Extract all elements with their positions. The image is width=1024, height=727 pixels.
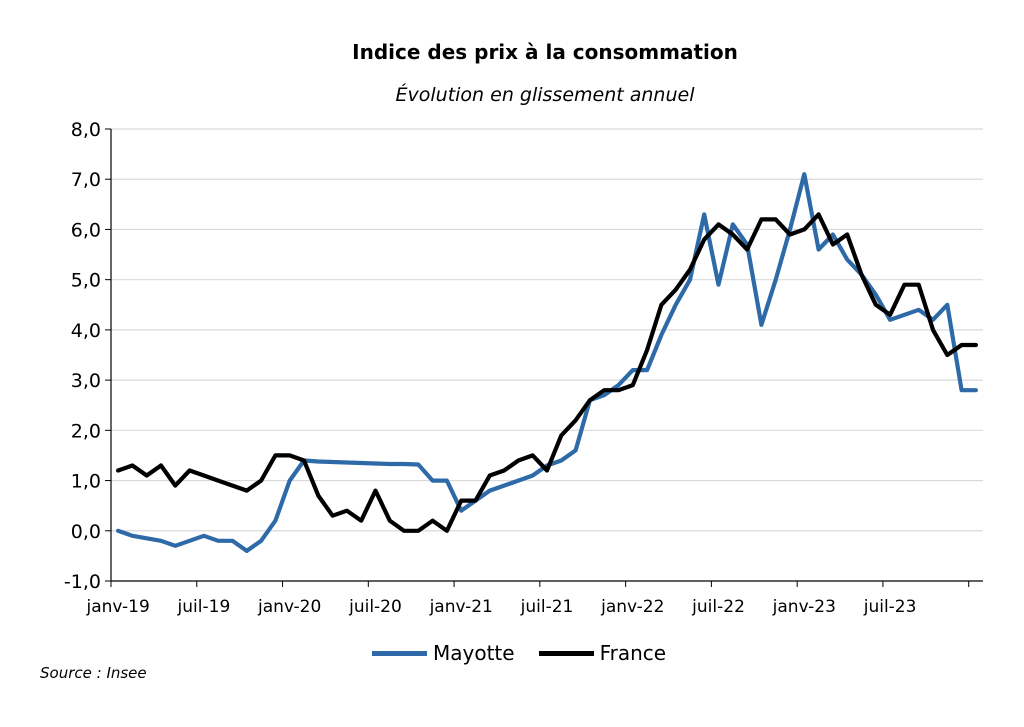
legend: Mayotte France bbox=[372, 641, 690, 665]
y-tick-label: 5,0 bbox=[71, 270, 101, 292]
y-tick-label: 0,0 bbox=[71, 521, 101, 543]
chart-title: Indice des prix à la consommation bbox=[352, 40, 738, 64]
x-tick-label: juil-19 bbox=[177, 597, 231, 617]
source-note: Source : Insee bbox=[40, 664, 147, 682]
legend-item-france: France bbox=[538, 641, 667, 665]
y-tick-label: 4,0 bbox=[71, 320, 101, 342]
x-tick-label: janv-19 bbox=[85, 597, 149, 617]
y-tick-label: 1,0 bbox=[71, 471, 101, 493]
y-tick-label: 2,0 bbox=[71, 420, 101, 442]
legend-swatch-mayotte bbox=[372, 650, 427, 656]
y-tick-label: 8,0 bbox=[71, 119, 101, 141]
legend-swatch-france bbox=[538, 650, 594, 656]
x-tick-label: janv-21 bbox=[429, 597, 493, 617]
series-lines bbox=[115, 172, 979, 554]
x-tick-label: juil-23 bbox=[863, 597, 917, 617]
series-line-mayotte bbox=[115, 172, 979, 554]
x-tick-labels: janv-19 juil-19 janv-20 juil-20 janv-21 juil-… bbox=[85, 597, 916, 617]
x-tick-label: janv-22 bbox=[600, 597, 664, 617]
legend-item-mayotte: Mayotte bbox=[372, 641, 515, 665]
legend-label-mayotte: Mayotte bbox=[433, 641, 515, 665]
series-line-france bbox=[115, 212, 979, 533]
legend-label-france: France bbox=[599, 641, 667, 665]
x-tick-label: janv-20 bbox=[257, 597, 321, 617]
axes bbox=[105, 128, 983, 587]
y-tick-label: 7,0 bbox=[71, 169, 101, 191]
y-tick-label: 6,0 bbox=[71, 219, 101, 241]
x-tick-label: janv-23 bbox=[772, 597, 836, 617]
x-tick-label: juil-20 bbox=[348, 597, 402, 617]
chart-subtitle: Évolution en glissement annuel bbox=[395, 84, 695, 106]
x-tick-label: juil-22 bbox=[691, 597, 745, 617]
y-tick-labels: -1,0 0,0 1,0 2,0 3,0 4,0 5,0 6,0 7,0 8,0 bbox=[64, 119, 101, 593]
y-tick-label: -1,0 bbox=[64, 571, 101, 593]
x-tick-label: juil-21 bbox=[520, 597, 574, 617]
y-tick-label: 3,0 bbox=[71, 370, 101, 392]
gridlines bbox=[111, 128, 983, 532]
